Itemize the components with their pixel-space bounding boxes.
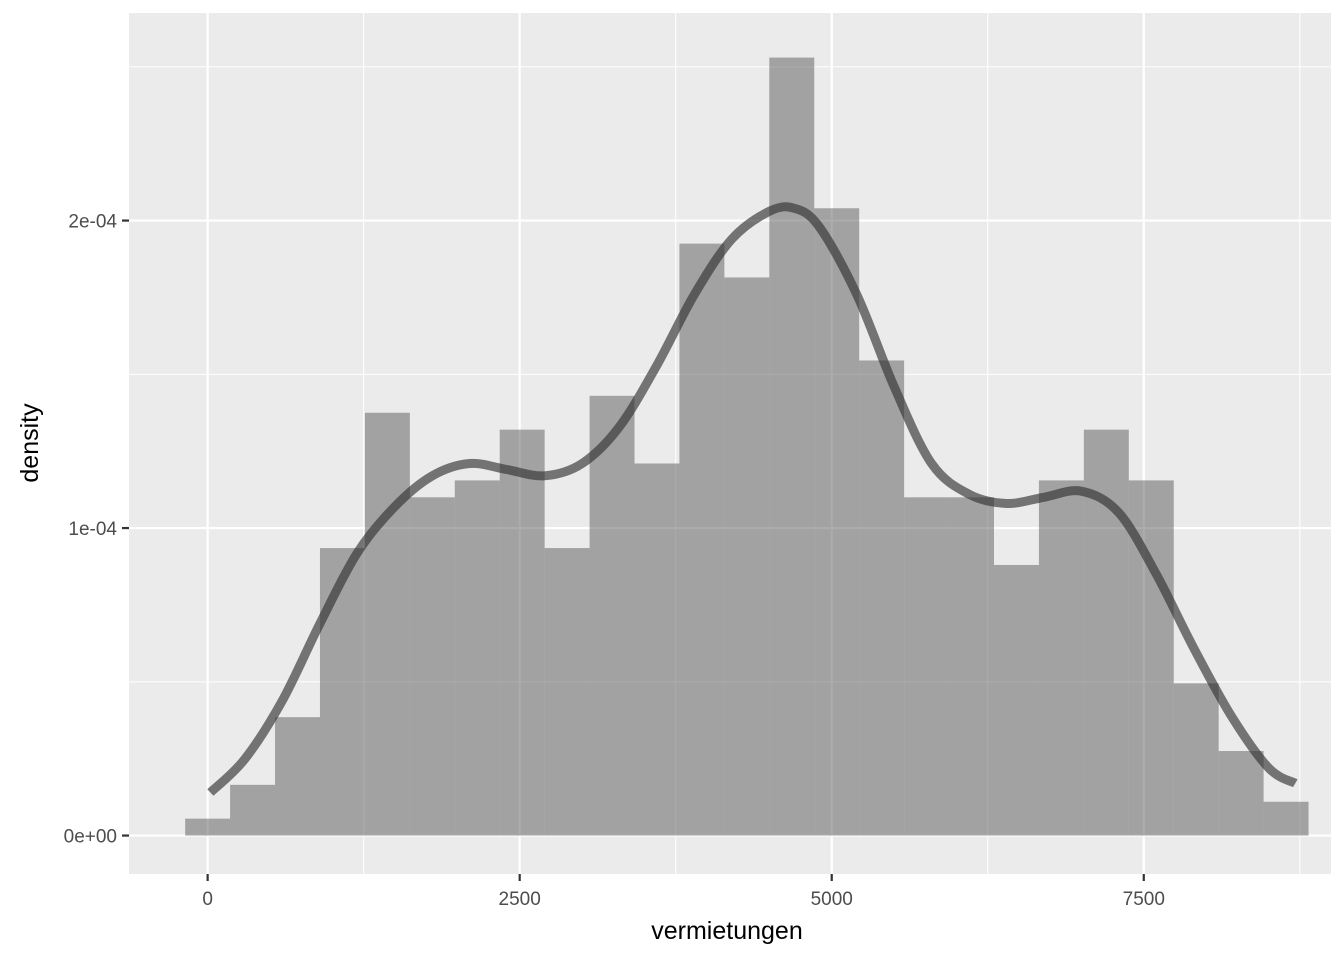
x-tick-labels: 0 2500 5000 7500: [202, 889, 1165, 910]
histogram-bar: [185, 818, 231, 836]
histogram-bar: [364, 412, 410, 836]
histogram-bar: [769, 57, 815, 836]
histogram-bar: [454, 480, 500, 836]
histogram-bar: [230, 784, 276, 836]
histogram-bar: [589, 395, 635, 836]
x-axis-title: vermietungen: [651, 917, 802, 945]
density-curve: [207, 202, 1298, 796]
histogram-bar: [544, 548, 590, 836]
histogram-bar: [859, 360, 905, 836]
histogram-bar: [409, 497, 455, 836]
y-tick-label: 1e-04: [68, 519, 117, 540]
histogram-bar: [949, 497, 994, 836]
y-tick-label: 0e+00: [64, 827, 117, 848]
histogram-bar: [1218, 751, 1264, 836]
histogram-bar: [275, 717, 320, 836]
axis-ticks: [122, 219, 1145, 881]
histogram-bar: [1173, 683, 1219, 836]
histogram-bar: [679, 243, 725, 836]
x-tick-label: 0: [202, 889, 213, 910]
histogram-bar: [1263, 801, 1309, 836]
histogram-bar: [499, 429, 545, 836]
y-tick-label: 2e-04: [68, 212, 117, 233]
histogram-bar: [814, 208, 860, 836]
x-tick-label: 7500: [1123, 889, 1165, 910]
histogram-bars: [185, 57, 1309, 836]
histogram-bar: [1038, 480, 1084, 836]
histogram-bar: [904, 497, 950, 836]
x-tick-label: 5000: [811, 889, 853, 910]
histogram-bar: [634, 463, 680, 836]
histogram-bar: [319, 548, 365, 836]
density-curve-layer: [207, 202, 1298, 796]
x-tick-label: 2500: [499, 889, 541, 910]
histogram-bar: [993, 564, 1039, 836]
y-axis-title: density: [16, 403, 44, 483]
histogram-bar: [724, 277, 770, 836]
y-tick-labels: 0e+00 1e-04 2e-04: [64, 212, 118, 848]
